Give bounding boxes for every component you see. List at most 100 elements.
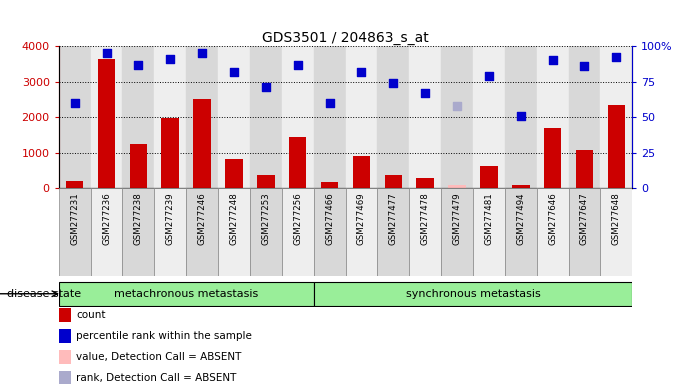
Bar <box>480 166 498 188</box>
Bar <box>97 58 115 188</box>
Bar <box>91 188 122 276</box>
Point <box>69 100 80 106</box>
Bar <box>600 46 632 188</box>
Bar <box>282 46 314 188</box>
Bar <box>448 185 466 188</box>
Point <box>419 90 430 96</box>
Text: disease state: disease state <box>7 289 81 299</box>
Bar <box>409 46 441 188</box>
Bar <box>122 188 154 276</box>
Bar <box>409 188 441 276</box>
Point <box>292 61 303 68</box>
Bar <box>321 182 339 188</box>
Bar <box>289 137 307 188</box>
Text: GSM277239: GSM277239 <box>166 193 175 245</box>
Point <box>547 57 558 63</box>
Bar <box>59 282 314 306</box>
Point <box>261 84 272 90</box>
Bar <box>162 118 179 188</box>
Bar <box>569 46 600 188</box>
Bar <box>600 188 632 276</box>
Bar <box>225 159 243 188</box>
Bar <box>66 181 84 188</box>
Point <box>101 50 112 56</box>
Bar <box>193 99 211 188</box>
Bar <box>607 105 625 188</box>
Bar <box>544 129 561 188</box>
Bar <box>512 185 529 188</box>
Bar <box>250 46 282 188</box>
Bar <box>537 188 569 276</box>
Bar <box>282 188 314 276</box>
Text: GSM277466: GSM277466 <box>325 193 334 245</box>
Bar <box>473 46 505 188</box>
Point <box>229 69 240 75</box>
Bar <box>314 188 346 276</box>
Bar <box>417 178 434 188</box>
Bar <box>186 188 218 276</box>
Text: GSM277253: GSM277253 <box>261 193 270 245</box>
Bar <box>384 175 402 188</box>
Bar <box>314 46 346 188</box>
Text: percentile rank within the sample: percentile rank within the sample <box>76 331 252 341</box>
Bar <box>218 188 250 276</box>
Bar <box>576 150 594 188</box>
Text: GSM277481: GSM277481 <box>484 193 493 245</box>
Point <box>451 103 462 109</box>
Bar <box>346 46 377 188</box>
Bar <box>91 46 122 188</box>
Bar <box>218 46 250 188</box>
Bar <box>154 188 186 276</box>
Bar <box>505 46 537 188</box>
Point <box>164 56 176 62</box>
Bar <box>346 188 377 276</box>
Text: GSM277238: GSM277238 <box>134 193 143 245</box>
Text: GSM277479: GSM277479 <box>453 193 462 245</box>
Bar <box>569 188 600 276</box>
Text: metachronous metastasis: metachronous metastasis <box>114 289 258 299</box>
Bar <box>186 46 218 188</box>
Bar <box>314 282 632 306</box>
Text: GSM277469: GSM277469 <box>357 193 366 245</box>
Point <box>356 69 367 75</box>
Bar <box>537 46 569 188</box>
Bar <box>130 144 147 188</box>
Text: GSM277648: GSM277648 <box>612 193 621 245</box>
Bar <box>59 46 91 188</box>
Point <box>324 100 335 106</box>
Bar <box>377 46 409 188</box>
Bar <box>441 46 473 188</box>
Point <box>196 50 207 56</box>
Text: GSM277248: GSM277248 <box>229 193 238 245</box>
Text: count: count <box>76 310 106 320</box>
Text: value, Detection Call = ABSENT: value, Detection Call = ABSENT <box>76 352 241 362</box>
Bar <box>257 175 274 188</box>
Bar <box>377 188 409 276</box>
Bar <box>441 188 473 276</box>
Text: GSM277647: GSM277647 <box>580 193 589 245</box>
Text: GSM277256: GSM277256 <box>293 193 302 245</box>
Bar <box>352 156 370 188</box>
Bar <box>505 188 537 276</box>
Point <box>611 55 622 61</box>
Text: GSM277478: GSM277478 <box>421 193 430 245</box>
Bar <box>473 188 505 276</box>
Text: synchronous metastasis: synchronous metastasis <box>406 289 540 299</box>
Bar <box>59 188 91 276</box>
Point <box>133 61 144 68</box>
Point <box>388 80 399 86</box>
Text: GSM277231: GSM277231 <box>70 193 79 245</box>
Text: GSM277494: GSM277494 <box>516 193 525 245</box>
Bar <box>154 46 186 188</box>
Title: GDS3501 / 204863_s_at: GDS3501 / 204863_s_at <box>262 31 429 45</box>
Text: GSM277646: GSM277646 <box>548 193 557 245</box>
Text: GSM277246: GSM277246 <box>198 193 207 245</box>
Bar <box>122 46 154 188</box>
Text: rank, Detection Call = ABSENT: rank, Detection Call = ABSENT <box>76 373 236 383</box>
Bar <box>250 188 282 276</box>
Point <box>579 63 590 69</box>
Point <box>483 73 494 79</box>
Text: GSM277236: GSM277236 <box>102 193 111 245</box>
Text: GSM277477: GSM277477 <box>389 193 398 245</box>
Point <box>515 113 527 119</box>
